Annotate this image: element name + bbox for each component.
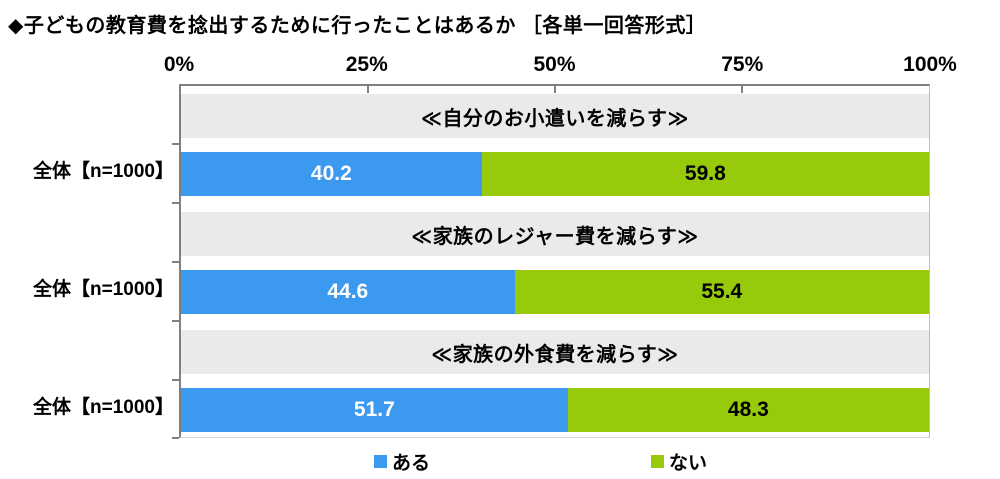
category-header-2-label: ≪家族のレジャー費を減らす≫: [411, 225, 699, 248]
bar-2-segment-nai: 55.4: [514, 270, 929, 314]
x-axis-tick-label-25: 25%: [345, 53, 388, 76]
row-label-3: 全体【n=1000】: [33, 397, 174, 418]
legend-swatch-aru: [374, 455, 387, 468]
y-axis-tick-mark-6: [172, 437, 179, 439]
y-axis-tick-mark-3: [172, 261, 179, 263]
row-label-2: 全体【n=1000】: [33, 279, 174, 300]
bar-1-value-nai: 59.8: [684, 162, 726, 185]
bar-3-value-nai: 48.3: [727, 398, 769, 421]
legend-item-nai: ない: [651, 448, 707, 475]
category-header-1-label: ≪自分のお小遣いを減らす≫: [421, 107, 689, 130]
bar-row-1: 40.2 59.8: [181, 152, 929, 196]
x-axis-tick-mark-50: [554, 86, 556, 93]
category-header-2: ≪家族のレジャー費を減らす≫: [181, 212, 929, 256]
category-header-1: ≪自分のお小遣いを減らす≫: [181, 94, 929, 138]
bar-1-value-aru: 40.2: [310, 162, 352, 185]
x-axis-tick-label-50: 50%: [533, 53, 576, 76]
bar-2-value-aru: 44.6: [327, 280, 369, 303]
category-header-3-label: ≪家族の外食費を減らす≫: [431, 343, 679, 366]
legend-label-aru: ある: [392, 453, 431, 474]
chart-title: ◆子どもの教育費を捻出するために行ったことはあるか ［各単一回答形式］: [8, 15, 707, 37]
y-axis-tick-mark-5: [172, 379, 179, 381]
legend-label-nai: ない: [669, 453, 708, 474]
category-header-3: ≪家族の外食費を減らす≫: [181, 330, 929, 374]
x-axis-tick-label-75: 75%: [721, 53, 764, 76]
bar-2-value-nai: 55.4: [701, 280, 743, 303]
bar-3-segment-nai: 48.3: [567, 388, 929, 432]
bar-row-2: 44.6 55.4: [181, 270, 929, 314]
row-label-1: 全体【n=1000】: [33, 161, 174, 182]
bar-1-segment-aru: 40.2: [181, 152, 482, 196]
legend-item-aru: ある: [374, 448, 430, 475]
plot-area: ≪自分のお小遣いを減らす≫ 40.2 59.8 ≪家族のレジャー費を減らす≫ 4…: [172, 84, 930, 439]
y-axis-tick-mark-2: [172, 202, 179, 204]
bar-3-segment-aru: 51.7: [181, 388, 568, 432]
x-axis-tick-label-0: 0%: [163, 53, 195, 76]
bar-1-segment-nai: 59.8: [481, 152, 929, 196]
x-axis: 0% 25% 50% 75% 100%: [164, 50, 957, 80]
x-axis-tick-mark-25: [367, 86, 369, 93]
x-axis-tick-label-100: 100%: [903, 53, 957, 76]
bar-2-segment-aru: 44.6: [181, 270, 515, 314]
x-axis-tick-mark-75: [741, 86, 743, 93]
y-axis-tick-mark-1: [172, 143, 179, 145]
bar-3-value-aru: 51.7: [353, 398, 395, 421]
bar-row-3: 51.7 48.3: [181, 388, 929, 432]
legend-swatch-nai: [651, 455, 664, 468]
y-axis-tick-mark-4: [172, 320, 179, 322]
